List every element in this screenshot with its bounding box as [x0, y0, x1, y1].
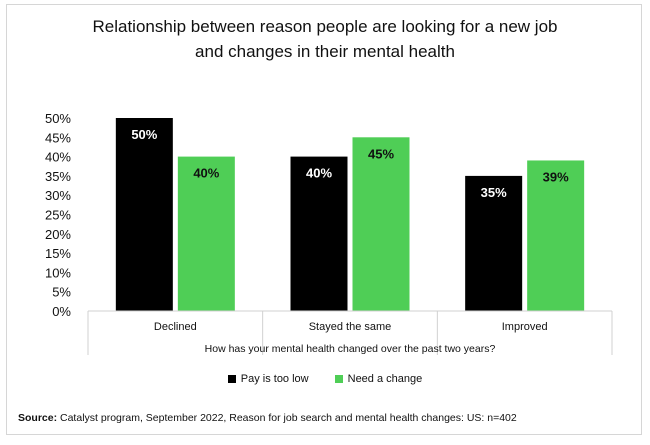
bar [352, 137, 410, 311]
y-tick-label: 30% [45, 188, 71, 203]
legend: Pay is too low Need a change [0, 373, 650, 385]
y-tick-label: 10% [45, 265, 71, 280]
x-tick-label: Declined [154, 321, 197, 333]
x-axis: Declined Stayed the same Improved How has y… [87, 310, 613, 355]
legend-swatch-change [334, 375, 343, 383]
bar-data-label: 39% [543, 169, 569, 184]
chart-title: Relationship between reason people are l… [0, 14, 650, 64]
bar-data-label: 45% [368, 146, 394, 161]
legend-item-pay: Pay is too low [227, 373, 309, 385]
legend-swatch-pay [227, 375, 236, 383]
bar [465, 175, 523, 311]
source-label: Source: [18, 412, 58, 424]
y-tick-label: 45% [45, 130, 71, 145]
legend-label-pay: Pay is too low [240, 373, 309, 385]
chart-title-line-1: Relationship between reason people are l… [92, 17, 558, 36]
y-tick-label: 50% [45, 111, 71, 126]
x-tick-label: Improved [502, 321, 548, 333]
chart-title-line-2: and changes in their mental health [195, 42, 455, 61]
bar-data-label: 40% [306, 166, 332, 181]
source-text: Catalyst program, September 2022, Reason… [57, 412, 517, 424]
bar-data-label: 35% [481, 185, 507, 200]
legend-label-change: Need a change [347, 373, 423, 385]
x-tick-label: Stayed the same [309, 321, 392, 333]
bar [527, 160, 585, 311]
bar-data-label: 40% [193, 166, 219, 181]
y-tick-label: 25% [45, 208, 71, 223]
y-tick-label: 40% [45, 150, 71, 165]
y-tick-label: 15% [45, 246, 71, 261]
legend-item-change: Need a change [334, 373, 423, 385]
y-tick-label: 5% [52, 285, 71, 300]
bar-data-label: 50% [131, 127, 157, 142]
y-tick-label: 0% [52, 304, 71, 319]
source-note: Source: Catalyst program, September 2022… [18, 412, 517, 424]
y-axis: 0% 5% 10% 15% 20% 25% 30% 35% 40% 45% 50% [45, 111, 71, 319]
bars: 50% 40% 40% 45% 35% 39% [115, 118, 585, 311]
y-tick-label: 35% [45, 169, 71, 184]
bar [177, 156, 235, 311]
bar [115, 118, 173, 311]
y-tick-label: 20% [45, 227, 71, 242]
bar [290, 156, 348, 311]
x-axis-title: How has your mental health changed over … [205, 343, 496, 355]
